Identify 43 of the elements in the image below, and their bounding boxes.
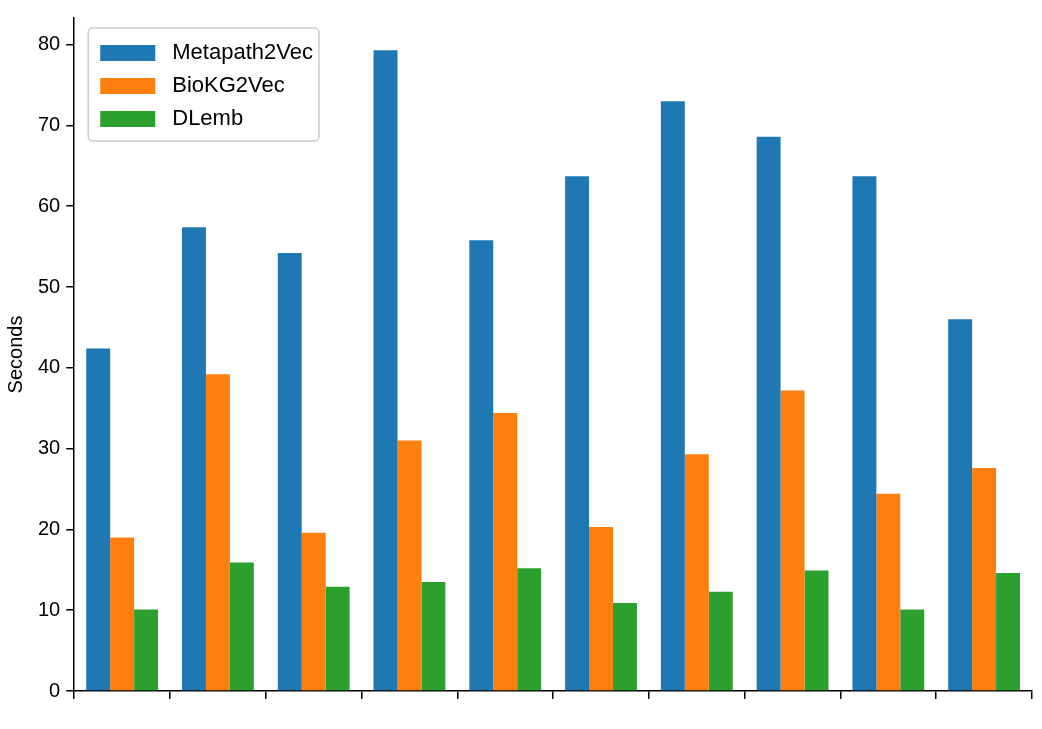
y-axis-title: Seconds (3, 315, 26, 394)
bar (589, 526, 613, 691)
bar (804, 570, 829, 691)
bar (397, 440, 422, 691)
bar (493, 413, 518, 691)
bar (565, 176, 590, 691)
bar (972, 468, 997, 691)
bar (900, 609, 925, 691)
legend-label: BioKG2Vec (172, 72, 285, 98)
bar (134, 609, 159, 691)
y-tick-label: 20 (38, 516, 61, 539)
bar (373, 50, 398, 691)
bar (684, 454, 709, 691)
y-tick-label: 30 (38, 436, 61, 459)
bar (469, 240, 494, 691)
bar (86, 348, 111, 691)
bar (517, 568, 542, 691)
bar (948, 319, 973, 691)
y-tick-label: 80 (38, 32, 61, 55)
bar (876, 493, 901, 691)
bar (229, 562, 254, 691)
bar (996, 573, 1021, 691)
legend-label: DLemb (172, 105, 244, 131)
bar (660, 101, 685, 691)
bar (325, 586, 350, 691)
y-tick-label: 40 (38, 355, 61, 378)
y-tick-label: 60 (38, 193, 61, 216)
bar (110, 537, 135, 691)
bar (756, 136, 781, 691)
y-tick-label: 0 (49, 678, 61, 701)
bar (780, 390, 805, 691)
y-tick-label: 50 (38, 274, 61, 297)
bar (708, 591, 733, 691)
bar (612, 602, 637, 691)
bar (852, 176, 877, 691)
bar (205, 374, 230, 691)
bar (181, 227, 206, 691)
bar (277, 253, 302, 691)
bar (421, 581, 446, 691)
y-tick-label: 70 (38, 112, 61, 135)
legend-label: Metapath2Vec (172, 39, 313, 65)
y-tick-label: 10 (38, 597, 61, 620)
bar (301, 532, 326, 691)
